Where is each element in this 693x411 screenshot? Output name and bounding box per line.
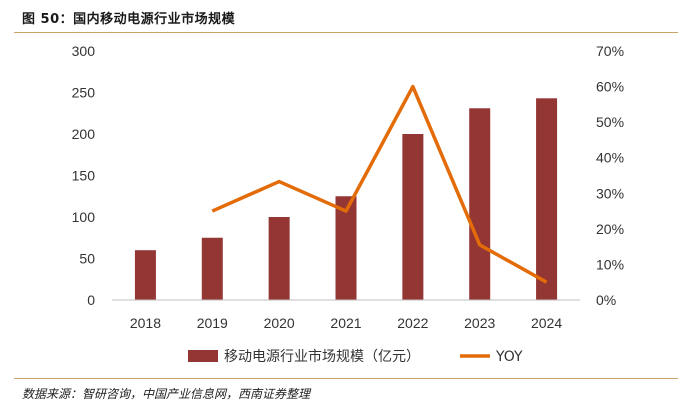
y-right-tick-label: 0%: [596, 292, 616, 308]
top-divider: [14, 32, 678, 33]
figure-title: 图 50：国内移动电源行业市场规模: [22, 12, 236, 27]
market-size-bar: [201, 237, 223, 300]
market-size-bar: [469, 108, 491, 301]
legend-bar-swatch: [188, 350, 218, 362]
y-right-tick-label: 10%: [596, 256, 624, 272]
x-tick-label: 2019: [197, 315, 228, 331]
legend-line-label: YOY: [495, 349, 523, 365]
y-right-tick-label: 20%: [596, 221, 624, 237]
market-size-bar: [335, 196, 357, 300]
x-tick-label: 2021: [330, 315, 361, 331]
x-tick-label: 2023: [464, 315, 495, 331]
bottom-divider: [14, 378, 678, 379]
y-right-tick-label: 40%: [596, 150, 624, 166]
y-right-tick-label: 50%: [596, 114, 624, 130]
y-left-tick-label: 50: [79, 251, 95, 267]
y-right-tick-label: 70%: [596, 43, 624, 59]
y-right-tick-label: 30%: [596, 185, 624, 201]
y-left-tick-label: 200: [72, 126, 96, 142]
x-tick-label: 2022: [397, 315, 428, 331]
y-left-tick-label: 100: [72, 209, 96, 225]
yoy-series-line: [211, 84, 548, 284]
market-size-bar: [536, 98, 558, 300]
y-left-tick-label: 300: [72, 43, 96, 59]
legend-bar-label: 移动电源行业市场规模（亿元）: [224, 348, 420, 365]
y-right-tick-label: 60%: [596, 79, 624, 95]
x-tick-label: 2020: [264, 315, 295, 331]
market-size-bar: [268, 217, 290, 300]
market-size-bar: [402, 134, 424, 300]
y-left-tick-label: 150: [72, 168, 96, 184]
source-note: 数据来源：智研咨询，中国产业信息网，西南证券整理: [22, 387, 311, 401]
x-tick-label: 2024: [531, 315, 562, 331]
y-left-tick-label: 250: [72, 85, 96, 101]
y-left-tick-label: 0: [87, 292, 95, 308]
market-size-bar: [134, 250, 156, 300]
x-tick-label: 2018: [130, 315, 161, 331]
